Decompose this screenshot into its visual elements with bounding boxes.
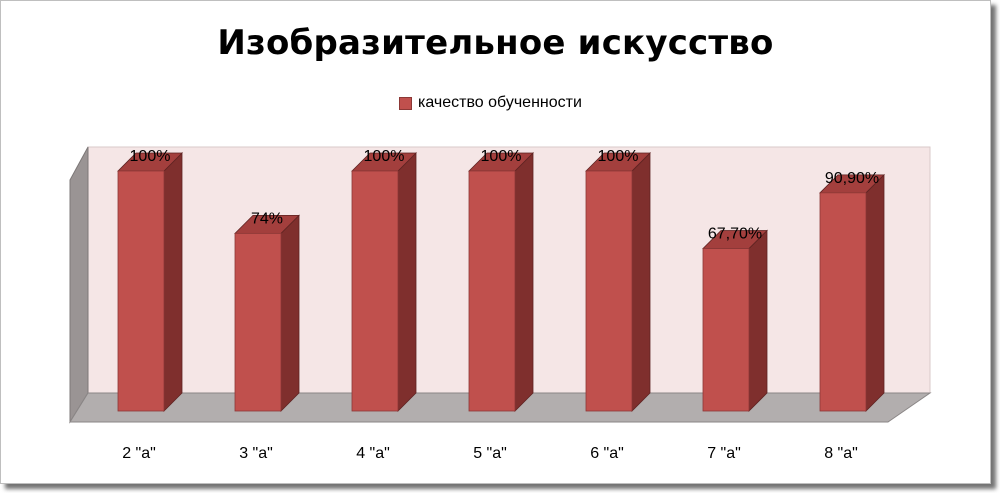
- x-tick-label: 3 "а": [239, 445, 273, 462]
- legend-label: качество обученности: [418, 94, 582, 111]
- x-tick-label: 7 "а": [707, 445, 741, 462]
- data-label: 100%: [364, 148, 405, 165]
- chart-title: Изобразительное искусство: [217, 23, 774, 63]
- bar-side: [397, 152, 417, 412]
- side-wall: [69, 146, 89, 424]
- bar-5: [585, 152, 651, 412]
- bars-group: [117, 152, 885, 412]
- bar-side: [865, 173, 885, 412]
- bar-side: [631, 152, 651, 412]
- chart-legend: качество обученности: [399, 94, 582, 112]
- bar-2: [234, 214, 300, 412]
- data-label: 100%: [481, 148, 522, 165]
- x-tick-label: 2 "а": [122, 445, 156, 462]
- legend-swatch: [399, 96, 412, 110]
- bar-side: [163, 152, 183, 412]
- data-label: 74%: [251, 210, 283, 227]
- x-tick-label: 4 "а": [356, 445, 390, 462]
- bar-side: [748, 229, 768, 412]
- data-label: 67,70%: [708, 226, 762, 243]
- data-label: 100%: [598, 148, 639, 165]
- x-tick-label: 6 "а": [590, 445, 624, 462]
- x-tick-label: 5 "а": [473, 445, 507, 462]
- data-label: 90,90%: [825, 170, 879, 187]
- bar-front: [234, 232, 282, 412]
- data-labels-group: 100% 74% 100% 100% 100% 67,70% 90,90%: [130, 148, 880, 243]
- bar-front: [468, 170, 516, 412]
- bar-1: [117, 152, 183, 412]
- bar-side: [280, 214, 300, 412]
- bar-front: [351, 170, 399, 412]
- bar-side: [514, 152, 534, 412]
- bar-front: [585, 170, 633, 412]
- bar-4: [468, 152, 534, 412]
- bar-front: [117, 170, 165, 412]
- x-axis-labels-group: 2 "а" 3 "а" 4 "а" 5 "а" 6 "а" 7 "а" 8 "а": [122, 445, 858, 462]
- bar-front: [819, 192, 867, 412]
- bar-7: [819, 173, 885, 412]
- x-tick-label: 8 "а": [824, 445, 858, 462]
- bar-front: [702, 248, 750, 412]
- data-label: 100%: [130, 148, 171, 165]
- bar-6: [702, 229, 768, 412]
- bar-3: [351, 152, 417, 412]
